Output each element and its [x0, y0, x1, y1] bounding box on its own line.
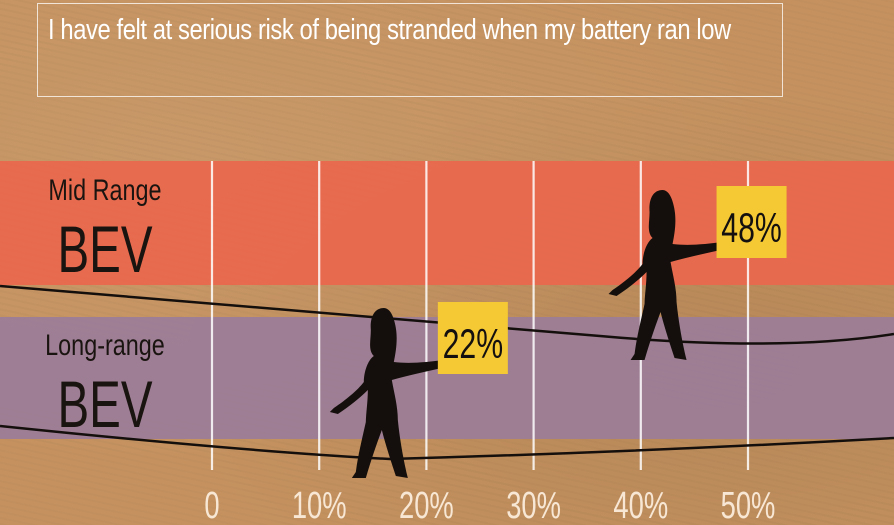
tightrope-walker-silhouette-icon — [608, 190, 729, 360]
x-tick-label-0: 0 — [204, 485, 219, 525]
x-tick-label-30: 30% — [506, 485, 561, 525]
x-tick-label-10: 10% — [292, 485, 347, 525]
tightrope-mid-range — [0, 284, 894, 345]
category-label-line2-1: BEV — [57, 368, 153, 441]
x-tick-label-50: 50% — [721, 485, 776, 525]
value-label-box-1 — [437, 302, 508, 374]
tightrope-walker-silhouette-icon — [329, 308, 450, 478]
walker-shape — [329, 308, 450, 478]
category-label-line1-0: Mid Range — [48, 173, 161, 206]
value-label-1: 22% — [443, 320, 504, 367]
category-label-line1-1: Long-range — [45, 328, 165, 361]
value-label-box-0 — [716, 186, 787, 258]
category-label-line2-0: BEV — [57, 213, 153, 286]
walker-shape — [608, 190, 729, 360]
chart-title: I have felt at serious risk of being str… — [48, 14, 731, 46]
chart-title-box: I have felt at serious risk of being str… — [37, 3, 783, 97]
x-tick-label-20: 20% — [399, 485, 454, 525]
value-label-0: 48% — [721, 204, 782, 251]
x-tick-label-40: 40% — [613, 485, 668, 525]
